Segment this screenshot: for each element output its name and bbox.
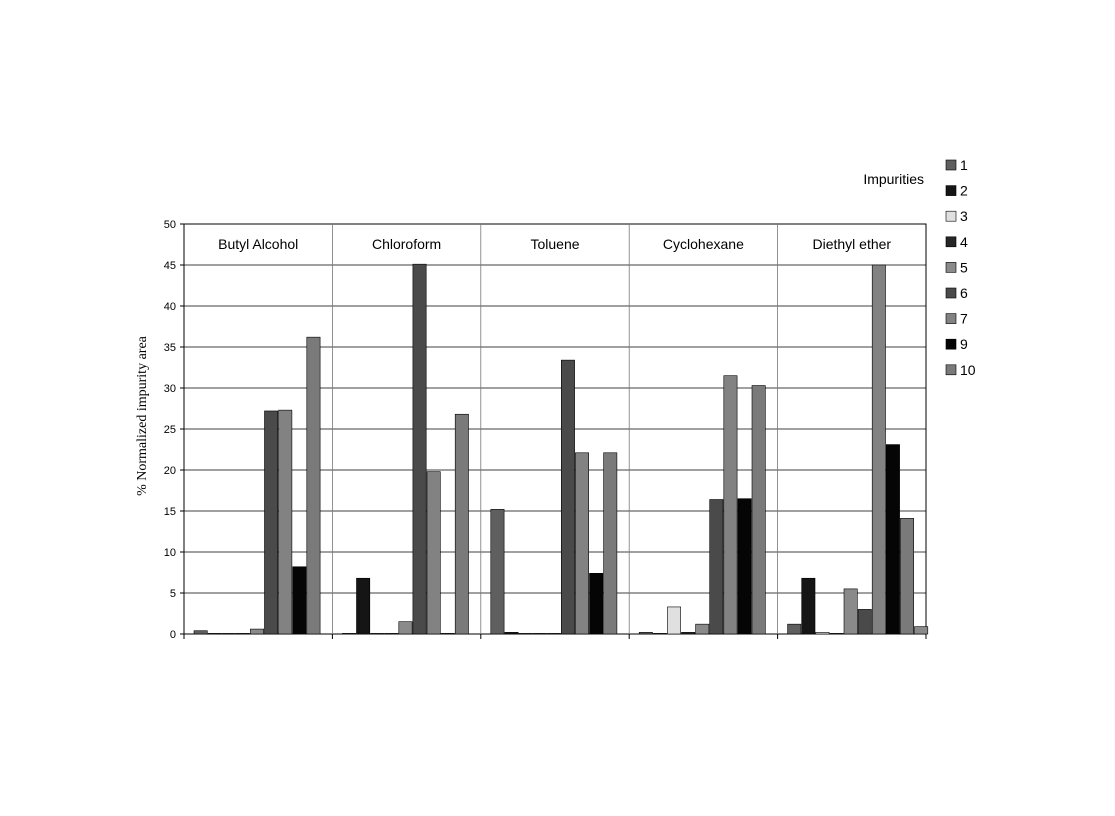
bar-series-6-0 — [264, 410, 279, 635]
bar-series-3-1 — [370, 633, 385, 635]
bar-series-5-0 — [250, 628, 264, 635]
legend-label: 4 — [960, 234, 968, 250]
bar-series-9-1 — [440, 633, 455, 635]
legend-label: 7 — [960, 311, 968, 327]
category-label: Butyl Alcohol — [218, 236, 298, 252]
y-tick-label: 45 — [164, 260, 176, 272]
bar-series-1-3 — [638, 632, 653, 635]
bar-series-3-2 — [518, 633, 533, 635]
bar-series-2-0 — [207, 633, 222, 635]
legend-label: 3 — [960, 208, 968, 224]
legend-label: 10 — [960, 362, 976, 378]
bar-series-5-2 — [546, 633, 561, 635]
bar-series-10-4 — [900, 518, 915, 635]
category-labels: Butyl Alcohol Chloroform Toluene Cyclohexan… — [218, 236, 891, 252]
bar-series-1-0 — [193, 630, 208, 635]
legend-label: 5 — [960, 259, 968, 275]
bar-series-3-0 — [221, 633, 236, 635]
bar-series-5-4 — [843, 588, 858, 635]
y-tick-label: 30 — [164, 383, 176, 395]
legend-label: 1 — [960, 157, 968, 173]
legend-swatch — [945, 210, 957, 222]
bar-series-3-3 — [667, 606, 682, 635]
bar-series-2-2 — [504, 632, 519, 635]
legend-label: 2 — [960, 183, 968, 199]
category-label: Cyclohexane — [663, 236, 744, 252]
bar-series-6-4 — [857, 609, 872, 635]
legend-swatch — [945, 236, 957, 248]
legend-swatch — [945, 364, 957, 376]
bar-extra — [914, 626, 929, 635]
category-label: Toluene — [530, 236, 579, 252]
bar-series-10-2 — [603, 452, 618, 635]
legend-swatch — [945, 313, 957, 324]
bar-series-6-3 — [709, 499, 724, 635]
bar-series-1-2 — [490, 509, 505, 635]
y-tick-label: 20 — [164, 465, 176, 477]
bar-series-9-2 — [589, 573, 604, 635]
bar-series-4-2 — [532, 633, 547, 635]
bar-series-2-1 — [356, 577, 371, 635]
bar-series-7-3 — [723, 375, 738, 635]
y-tick-label: 10 — [164, 547, 176, 559]
legend-swatch — [945, 262, 957, 273]
bar-series-7-1 — [426, 471, 441, 635]
bar-series-2-3 — [652, 633, 667, 635]
bar-series-7-0 — [278, 409, 293, 635]
bar-series-3-4 — [815, 632, 830, 635]
y-tick-label: 40 — [164, 301, 176, 313]
bar-series-2-4 — [801, 577, 816, 635]
bar-series-6-2 — [560, 359, 575, 635]
bar-series-10-0 — [306, 336, 321, 635]
bars — [193, 263, 929, 635]
y-axis-label: % Normalized impurity area — [135, 335, 150, 496]
legend-swatch — [945, 159, 957, 171]
y-tick-label: 35 — [164, 342, 176, 354]
legend-label: 9 — [960, 336, 968, 352]
y-tick-label: 50 — [164, 219, 176, 231]
legend-label: 6 — [960, 285, 968, 301]
category-label: Diethyl ether — [813, 236, 892, 252]
bar-series-4-4 — [829, 633, 844, 635]
bar-series-4-0 — [236, 633, 250, 635]
bar-series-10-3 — [751, 385, 766, 635]
legend: 1 2 3 4 5 6 7 9 10 — [945, 157, 976, 378]
y-tick-label: 25 — [164, 424, 176, 436]
bar-series-7-4 — [871, 264, 886, 635]
bar-series-5-3 — [695, 623, 710, 635]
bar-series-5-1 — [398, 621, 413, 635]
legend-swatch — [945, 338, 957, 350]
bar-series-9-4 — [885, 444, 900, 635]
legend-swatch — [945, 287, 957, 299]
bar-series-9-0 — [292, 566, 307, 635]
y-tick-label: 0 — [170, 629, 176, 641]
bar-series-10-1 — [454, 413, 469, 635]
bar-series-9-3 — [737, 498, 752, 635]
y-tick-label: 15 — [164, 506, 176, 518]
bar-series-6-1 — [412, 263, 427, 635]
bar-series-7-2 — [575, 452, 590, 635]
y-axis: 0 5 10 15 20 25 30 35 40 45 50 — [164, 219, 927, 641]
y-tick-label: 5 — [170, 588, 176, 600]
legend-title: Impurities — [863, 171, 924, 187]
bar-series-1-1 — [342, 633, 356, 635]
bar-series-1-4 — [787, 623, 802, 635]
legend-swatch — [945, 185, 957, 196]
category-label: Chloroform — [372, 236, 441, 252]
bar-series-4-1 — [384, 633, 399, 635]
bar-series-4-3 — [681, 632, 696, 635]
